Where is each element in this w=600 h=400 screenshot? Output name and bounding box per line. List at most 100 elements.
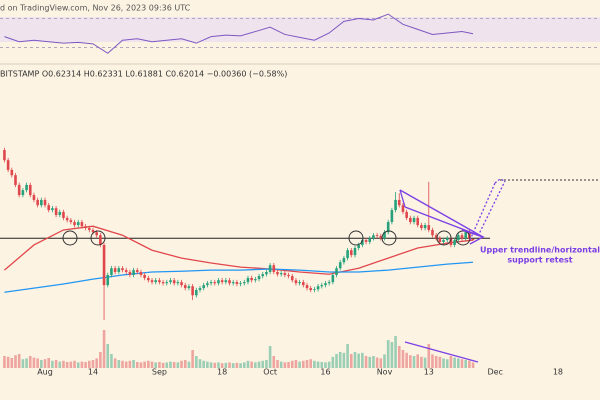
volume-bar bbox=[154, 362, 158, 368]
candle-body bbox=[202, 285, 205, 289]
volume-bar bbox=[62, 360, 65, 368]
candle-body bbox=[95, 232, 98, 236]
candle-body bbox=[3, 150, 6, 161]
upper-trendline bbox=[399, 189, 484, 238]
volume-bar bbox=[242, 362, 246, 368]
volume-bar bbox=[438, 356, 442, 368]
candle-body bbox=[290, 276, 294, 281]
candle-body bbox=[279, 273, 283, 275]
moving-average bbox=[4, 261, 474, 293]
volume-bar bbox=[294, 360, 298, 368]
candle-body bbox=[213, 282, 217, 284]
volume-bar bbox=[449, 356, 453, 368]
candle-body bbox=[316, 286, 320, 290]
candle-body bbox=[298, 282, 301, 284]
candle-body bbox=[250, 277, 253, 281]
x-tick-label: Aug bbox=[37, 368, 53, 377]
candle-body bbox=[36, 199, 39, 206]
volume-bar bbox=[383, 354, 386, 368]
candle-body bbox=[76, 222, 80, 226]
candle-body bbox=[313, 289, 316, 291]
candle-body bbox=[394, 199, 397, 211]
candle-body bbox=[14, 175, 17, 185]
x-tick-label: Dec bbox=[487, 368, 502, 377]
volume-bar bbox=[457, 358, 460, 368]
candle-body bbox=[40, 199, 43, 206]
candle-body bbox=[416, 217, 420, 226]
candle-body bbox=[254, 279, 257, 281]
candle-body bbox=[460, 235, 464, 239]
candle-body bbox=[91, 229, 95, 233]
volume-bar bbox=[110, 354, 113, 368]
volume-bar bbox=[431, 354, 434, 368]
volume-bar bbox=[320, 362, 324, 368]
candle-body bbox=[302, 282, 305, 286]
volume-bar bbox=[206, 361, 209, 368]
volume-bar bbox=[113, 358, 117, 368]
volume-bar bbox=[276, 360, 279, 368]
volume-bar bbox=[158, 362, 161, 368]
candle-body bbox=[10, 169, 14, 176]
arrow-head bbox=[461, 229, 485, 245]
volume-bar bbox=[302, 360, 305, 368]
candle-body bbox=[231, 282, 235, 284]
volume-bar bbox=[231, 363, 235, 368]
candle-body bbox=[335, 268, 338, 275]
candle-body bbox=[368, 238, 372, 242]
header: d on TradingView.com, Nov 26, 2023 09:36… bbox=[0, 4, 191, 13]
volume-bar bbox=[386, 340, 390, 368]
volume-bar bbox=[183, 360, 187, 368]
candle-body bbox=[390, 210, 394, 223]
candle-body bbox=[54, 208, 58, 215]
candle-body bbox=[324, 283, 327, 286]
candle-body bbox=[287, 274, 290, 277]
candle-body bbox=[110, 268, 113, 275]
candle-body bbox=[405, 211, 408, 218]
volume-bar bbox=[3, 356, 6, 368]
volume-bar bbox=[198, 359, 202, 368]
wedge-edge bbox=[399, 189, 406, 208]
candle-body bbox=[449, 238, 453, 245]
volume-bar bbox=[379, 358, 383, 368]
candle-body bbox=[246, 277, 250, 283]
volume-bar bbox=[390, 342, 394, 368]
volume-bar bbox=[349, 354, 353, 368]
volume-bar bbox=[268, 346, 272, 368]
annotations bbox=[62, 230, 471, 246]
candle-body bbox=[183, 285, 187, 289]
volume-bar bbox=[172, 362, 176, 368]
candle-body bbox=[106, 274, 110, 286]
volume-bar bbox=[147, 360, 150, 368]
volume-bar bbox=[224, 362, 228, 368]
candle-body bbox=[51, 208, 54, 211]
volume-trendline bbox=[404, 341, 479, 363]
candle-body bbox=[217, 280, 220, 284]
candle-body bbox=[158, 280, 161, 283]
candle-body bbox=[235, 282, 239, 284]
x-tick-label: Nov bbox=[377, 368, 393, 377]
volume-bar bbox=[217, 362, 220, 368]
volume-bar bbox=[442, 358, 445, 368]
candle-body bbox=[132, 270, 135, 275]
volume-bar bbox=[335, 354, 338, 368]
candle-body bbox=[442, 240, 445, 242]
volume-bar bbox=[14, 355, 17, 368]
candle-body bbox=[220, 280, 224, 283]
candle-body bbox=[272, 265, 276, 272]
candle-body bbox=[438, 238, 442, 242]
volume-bar bbox=[471, 362, 475, 368]
volume-bar bbox=[47, 358, 51, 368]
candle-body bbox=[80, 222, 84, 227]
volume-bar bbox=[51, 360, 54, 368]
candle-body bbox=[169, 280, 172, 283]
candle-body bbox=[21, 190, 25, 196]
candle-body bbox=[445, 238, 449, 241]
candle-body bbox=[320, 285, 324, 287]
volume-bar bbox=[102, 330, 106, 368]
candle-body bbox=[69, 220, 73, 223]
volume-bar bbox=[128, 360, 132, 368]
volume-bar bbox=[246, 360, 250, 368]
volume-bar bbox=[58, 361, 62, 368]
volume-bar bbox=[324, 362, 327, 368]
volume-bar bbox=[298, 361, 301, 368]
